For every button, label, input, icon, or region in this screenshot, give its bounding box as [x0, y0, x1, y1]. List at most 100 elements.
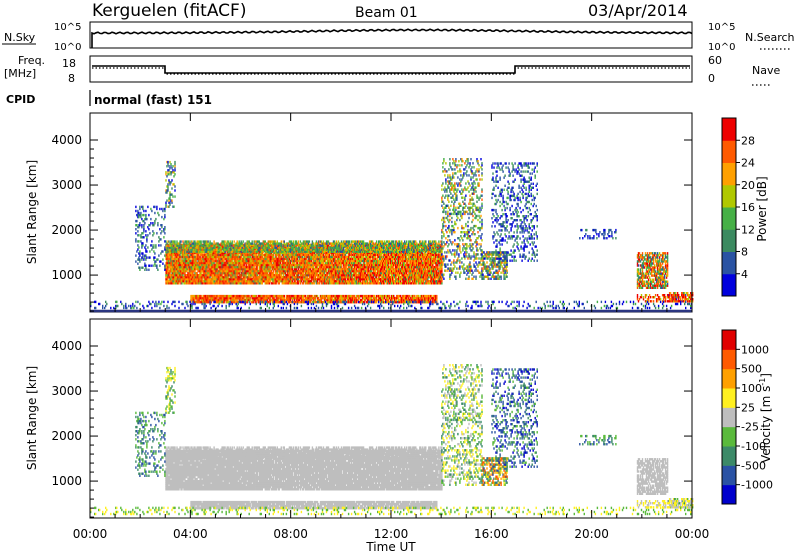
- power-cell: [213, 271, 215, 275]
- power-cell: [197, 265, 199, 269]
- power-cell: [267, 276, 269, 279]
- power-cell: [303, 257, 306, 261]
- power-cell: [294, 257, 297, 261]
- power-cell: [417, 278, 419, 281]
- power-cell: [181, 278, 183, 281]
- power-cell: [386, 243, 388, 246]
- power-cell: [269, 265, 271, 269]
- power-cell: [344, 276, 347, 279]
- power-cell: [313, 278, 316, 281]
- power-cell: [392, 255, 394, 259]
- power-cell: [209, 274, 211, 277]
- power-cell: [405, 282, 407, 285]
- power-cell: [363, 278, 366, 281]
- power-cell: [214, 274, 216, 277]
- power-cell: [330, 261, 333, 265]
- power-cell: [295, 249, 298, 252]
- power-cell: [372, 249, 375, 252]
- power-cell: [274, 261, 276, 265]
- power-cell: [259, 265, 261, 269]
- power-cell: [169, 271, 171, 275]
- power-cell: [409, 280, 411, 283]
- power-cell: [290, 274, 293, 277]
- power-cell: [384, 261, 386, 265]
- power-cell: [329, 265, 332, 269]
- power-cell: [209, 276, 211, 279]
- power-cell: [330, 271, 333, 275]
- power-cell: [337, 259, 340, 263]
- power-cell: [413, 267, 415, 271]
- power-cell: [412, 259, 414, 263]
- power-cell: [272, 267, 274, 271]
- power-cell: [402, 253, 404, 257]
- power-cell: [305, 261, 308, 265]
- power-cell: [214, 259, 216, 263]
- power-cell: [362, 276, 365, 279]
- power-cell: [189, 280, 191, 283]
- power-cell: [369, 263, 372, 267]
- power-cell: [417, 253, 419, 257]
- power-cell: [389, 269, 391, 273]
- power-cell: [334, 274, 337, 277]
- power-cell: [230, 255, 232, 259]
- power-cell: [266, 280, 268, 283]
- power-cell: [329, 271, 332, 275]
- power-cell: [228, 267, 230, 271]
- power-cell: [344, 255, 347, 259]
- power-cell: [291, 278, 294, 281]
- power-cell: [171, 271, 173, 275]
- power-cell: [248, 274, 250, 277]
- power-cell: [295, 267, 298, 271]
- power-cell: [267, 282, 269, 285]
- power-cell: [172, 278, 174, 281]
- power-cell: [402, 257, 404, 261]
- power-cell: [378, 267, 380, 271]
- power-cell: [368, 278, 371, 281]
- power-cell: [226, 280, 228, 283]
- power-cell: [375, 263, 378, 267]
- power-cell: [317, 255, 320, 259]
- power-cell: [344, 253, 347, 257]
- power-cell: [282, 255, 284, 259]
- power-cell: [174, 282, 176, 285]
- power-cell: [342, 276, 345, 279]
- power-cell: [254, 255, 256, 259]
- power-cell: [176, 265, 178, 269]
- power-cell: [333, 243, 336, 246]
- power-cell: [379, 267, 381, 271]
- power-cell: [211, 247, 213, 250]
- power-cell: [300, 267, 303, 271]
- power-cell: [315, 271, 318, 275]
- power-cell: [336, 249, 339, 252]
- power-cell: [276, 269, 278, 273]
- power-cell: [383, 261, 385, 265]
- power-cell: [367, 253, 370, 257]
- power-cell: [219, 243, 221, 246]
- power-cell: [325, 243, 328, 246]
- power-cell: [289, 276, 292, 279]
- power-cell: [381, 269, 383, 273]
- power-cell: [240, 267, 242, 271]
- power-cell: [343, 243, 346, 246]
- power-cell: [317, 257, 320, 261]
- power-cell: [252, 274, 254, 277]
- power-cell: [368, 269, 371, 273]
- power-cell: [221, 263, 223, 267]
- power-cell: [342, 255, 345, 259]
- power-cell: [222, 259, 224, 263]
- power-cell: [394, 253, 396, 257]
- power-cell: [311, 265, 314, 269]
- power-cell: [276, 257, 278, 261]
- power-cell: [234, 282, 236, 285]
- power-cell: [252, 257, 254, 261]
- power-cell: [423, 276, 425, 279]
- power-cell: [294, 265, 297, 269]
- power-cell: [322, 282, 325, 285]
- power-cell: [394, 259, 396, 263]
- power-cell: [425, 263, 427, 267]
- power-cell: [269, 276, 271, 279]
- power-cell: [284, 269, 286, 273]
- power-cell: [175, 282, 177, 285]
- power-cell: [278, 271, 280, 275]
- power-cell: [247, 259, 249, 263]
